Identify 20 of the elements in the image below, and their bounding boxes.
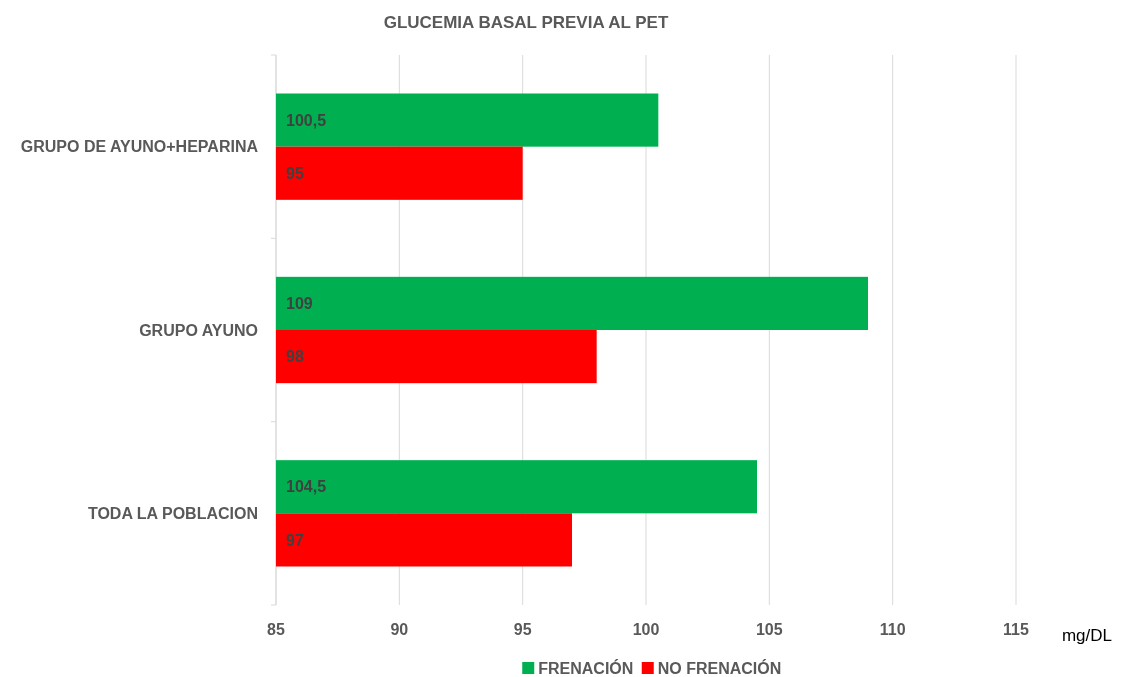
x-tick-label: 110 [879,621,906,638]
x-tick-label: 105 [755,621,783,638]
x-tick-label: 100 [632,621,660,638]
data-label: 98 [286,348,304,366]
legend-label: FRENACIÓN [538,658,634,677]
data-label: 109 [286,295,313,313]
x-tick-label: 90 [390,621,409,638]
data-label: 95 [286,164,304,182]
x-tick-label: 115 [1003,621,1030,638]
legend-label: NO FRENACIÓN [657,658,782,677]
chart-title: GLUCEMIA BASAL PREVIA AL PET [383,13,669,32]
x-tick-label: 85 [267,621,285,638]
x-axis-title: mg/DL [1061,626,1113,645]
data-label: 100,5 [286,111,327,129]
x-tick-label: 95 [513,621,532,638]
data-label: 104,5 [286,478,327,496]
y-tick-label: TODA LA POBLACION [87,504,258,522]
data-label: 97 [286,531,304,549]
y-tick-label: GRUPO DE AYUNO+HEPARINA [20,138,259,156]
y-tick-label: GRUPO AYUNO [139,321,258,339]
